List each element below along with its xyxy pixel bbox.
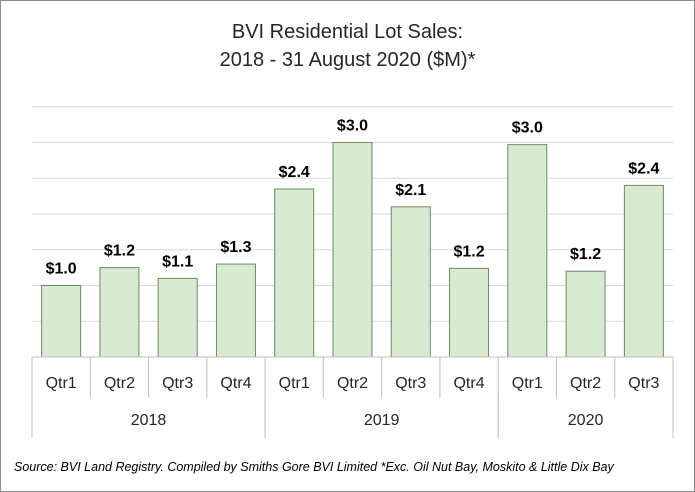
quarter-tick-label: Qtr3 [162,375,193,392]
quarter-tick-label: Qtr1 [279,375,310,392]
bar-value-label: $1.1 [162,253,193,270]
quarter-tick-label: Qtr2 [337,375,368,392]
bar-value-label: $1.3 [220,239,251,256]
bar-value-label: $2.4 [279,164,310,181]
chart-title-line1: BVI Residential Lot Sales: [231,21,464,43]
chart-title-line2: 2018 - 31 August 2020 ($M)* [219,49,476,71]
quarter-tick-label: Qtr4 [453,375,484,392]
bar-2019-qtr2 [332,142,373,358]
year-label-2019: 2019 [364,412,400,429]
bar-value-label: $1.2 [570,246,601,263]
year-label-2020: 2020 [568,412,604,429]
bar-value-label: $3.0 [337,118,368,135]
quarter-tick-label: Qtr4 [220,375,251,392]
bar-value-label: $1.0 [46,261,77,278]
quarter-tick-label: Qtr3 [628,375,659,392]
bar-value-label: $2.1 [395,182,426,199]
quarter-tick-label: Qtr2 [104,375,135,392]
bar-2019-qtr1 [274,188,315,358]
quarter-tick-label: Qtr2 [570,375,601,392]
bar-2020-qtr1 [507,144,548,358]
quarter-tick-label: Qtr3 [395,375,426,392]
bar-2020-qtr2 [565,270,606,358]
bar-value-label: $3.0 [512,120,543,137]
bar-2019-qtr3 [390,206,431,358]
year-label-2018: 2018 [131,412,167,429]
bar-value-label: $1.2 [453,243,484,260]
bar-value-label: $1.2 [104,243,135,260]
bar-2018-qtr2 [99,267,140,358]
source-note: Source: BVI Land Registry. Compiled by S… [14,460,614,474]
chart-title: BVI Residential Lot Sales: 2018 - 31 Aug… [0,18,695,74]
bar-2019-qtr4 [449,267,490,358]
bar-2020-qtr3 [623,184,664,358]
bar-value-label: $2.4 [628,160,659,177]
bar-2018-qtr4 [215,263,256,358]
bar-2018-qtr1 [41,285,82,358]
bar-2018-qtr3 [157,277,198,358]
quarter-tick-label: Qtr1 [46,375,77,392]
quarter-tick-label: Qtr1 [512,375,543,392]
